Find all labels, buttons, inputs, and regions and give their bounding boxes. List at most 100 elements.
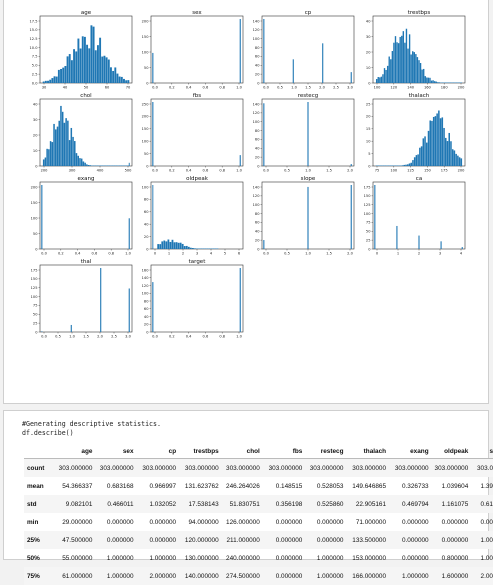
y-tick-label: 50 [144,66,149,70]
histogram-bar [418,60,420,83]
table-cell: 130.000000 [184,554,219,562]
histogram-bar [107,59,110,83]
histogram-bar [394,165,397,166]
table-cell: 17.538143 [188,500,219,508]
y-tick-label: 100 [31,295,39,299]
row-label: 50% [27,554,40,562]
histogram-bar [99,37,102,83]
histogram-bar [100,268,102,332]
histogram-bar [413,52,415,83]
histogram-bar [263,240,265,249]
histogram-bar [239,19,241,83]
y-tick-label: 20 [366,115,371,119]
code-line: df.describe() [22,429,74,437]
x-tick-label: 2.0 [97,335,103,339]
table-cell: 211.000000 [226,536,260,544]
y-tick-label: 150 [142,35,150,39]
y-tick-label: 50 [144,152,149,156]
x-tick-label: 125 [407,169,414,173]
y-tick-label: 20 [144,235,149,239]
y-tick-label: 17.5 [29,19,37,23]
table-cell: 0.683168 [106,482,134,490]
y-tick-label: 0.0 [32,81,38,85]
table-cell: 0.000000 [275,572,303,580]
y-tick-label: 120 [253,194,261,198]
y-tick-label: 25 [33,321,38,325]
histogram-bar [128,218,130,249]
histogram-bar [410,54,412,83]
plot-frame [261,15,355,84]
table-cell: 303.000000 [394,464,429,472]
x-tick-label: 0 [376,252,379,256]
histogram-bar [390,59,392,83]
histogram-bar [47,80,49,83]
table-cell: 303.000000 [268,464,303,472]
histogram-bar [98,165,100,166]
histogram-bar [388,165,390,166]
histogram-bar [122,165,124,166]
histogram-bar [385,69,387,83]
histogram-bar [56,126,59,166]
x-tick-label: 100 [374,86,382,90]
histogram-bar [90,25,93,83]
x-tick-label: 2 [182,252,184,256]
x-tick-label: 0.0 [263,252,269,256]
histogram-bar [55,76,58,83]
histogram-bar [457,82,459,83]
histogram-bar [441,82,444,83]
histogram-bar [161,241,164,249]
histogram-bar [167,239,170,249]
histogram-bar [401,165,404,166]
histogram-bar [93,165,95,166]
histogram-bar [49,79,52,83]
y-tick-label: 40 [366,19,371,23]
y-tick-label: 100 [31,216,39,220]
histogram-bar [216,248,219,249]
histogram-title: slope [301,176,316,182]
histogram-bar [173,242,176,249]
histogram-bar [380,76,383,83]
y-tick-label: 30 [366,35,371,39]
y-tick-label: 80 [255,212,260,216]
y-tick-label: 5.0 [32,64,38,68]
y-tick-label: 125 [364,203,371,207]
x-tick-label: 5 [224,252,226,256]
histogram-bar [127,80,130,83]
histogram-bar [96,165,98,166]
histogram-bar [82,161,85,166]
histogram-bar [402,31,405,83]
column-header: restecg [320,448,344,455]
histogram-bar [68,140,71,166]
x-tick-label: 1.0 [69,335,75,339]
plot-frame [150,98,244,167]
table-cell: 0.000000 [149,536,177,544]
y-tick-label: 100 [364,212,372,216]
code-cell[interactable] [3,410,489,560]
x-tick-label: 1.0 [236,169,242,173]
x-tick-label: 1 [168,252,170,256]
histogram-bar [350,185,352,249]
x-tick-label: 300 [69,169,77,173]
histogram-bar [452,82,455,83]
histogram-bar [42,159,45,166]
histogram-title: oldpeak [186,176,209,182]
row-label: count [27,464,45,472]
y-tick-label: 150 [31,201,39,205]
histogram-bar [67,120,69,166]
table-row: std 9.082101 0.466011 1.032052 17.538143 51.8… [24,495,493,513]
y-tick-label: 150 [31,277,39,281]
x-tick-label: 60 [105,86,110,90]
histogram-bar [403,164,406,166]
histogram-bar [127,165,130,166]
x-tick-label: 1.0 [305,252,311,256]
y-tick-label: 100 [253,120,261,124]
histogram-bar [159,244,162,249]
y-tick-label: 175 [31,268,38,272]
y-tick-label: 10 [366,66,371,70]
table-cell: 1.039604 [441,482,469,490]
x-tick-label: 500 [125,169,133,173]
table-row: 75% 61.000000 1.000000 2.000000 140.000000 27… [24,567,493,585]
y-tick-label: 15.0 [29,28,38,32]
x-tick-label: 0.6 [203,169,209,173]
